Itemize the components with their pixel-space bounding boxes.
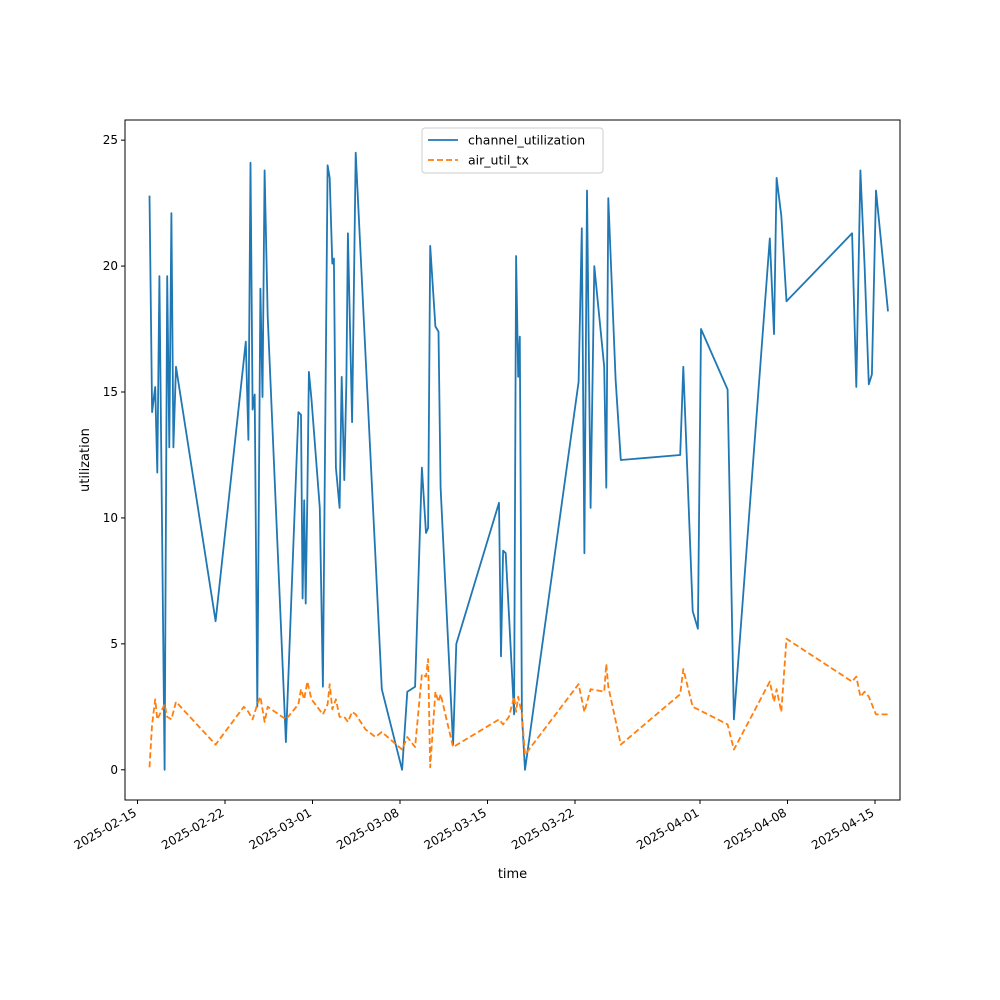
plot-frame — [124, 119, 901, 801]
x-tick-label: 2025-02-22 — [159, 805, 226, 852]
legend: channel_utilization air_util_tx — [421, 127, 604, 174]
legend-label: channel_utilization — [468, 133, 585, 148]
series-line-channel-utilization — [148, 151, 889, 771]
x-tick-label: 2025-04-08 — [722, 805, 789, 852]
x-axis-label: time — [498, 867, 527, 882]
legend-label: air_util_tx — [468, 153, 529, 168]
x-axis: 2025-02-15 2025-02-22 2025-03-01 2025-03-08… — [72, 800, 877, 852]
y-axis: 0 5 10 15 20 25 — [103, 133, 125, 777]
y-tick-label: 25 — [103, 133, 118, 147]
x-tick-label: 2025-03-22 — [509, 805, 576, 852]
x-tick-label: 2025-03-08 — [334, 805, 401, 852]
x-tick-label: 2025-03-01 — [247, 805, 314, 852]
y-tick-label: 20 — [103, 259, 118, 273]
legend-box — [421, 127, 604, 174]
x-tick-label: 2025-04-01 — [634, 805, 701, 852]
x-tick-label: 2025-03-15 — [422, 805, 489, 852]
plot-lines — [148, 151, 889, 771]
y-tick-label: 0 — [110, 763, 118, 777]
x-tick-label: 2025-02-15 — [72, 805, 139, 852]
y-tick-label: 5 — [110, 637, 118, 651]
y-tick-label: 15 — [103, 385, 118, 399]
series-line-air-util-tx — [148, 637, 888, 769]
y-axis-label: utilization — [78, 428, 93, 492]
y-tick-label: 10 — [103, 511, 118, 525]
x-tick-label: 2025-04-15 — [809, 805, 876, 852]
